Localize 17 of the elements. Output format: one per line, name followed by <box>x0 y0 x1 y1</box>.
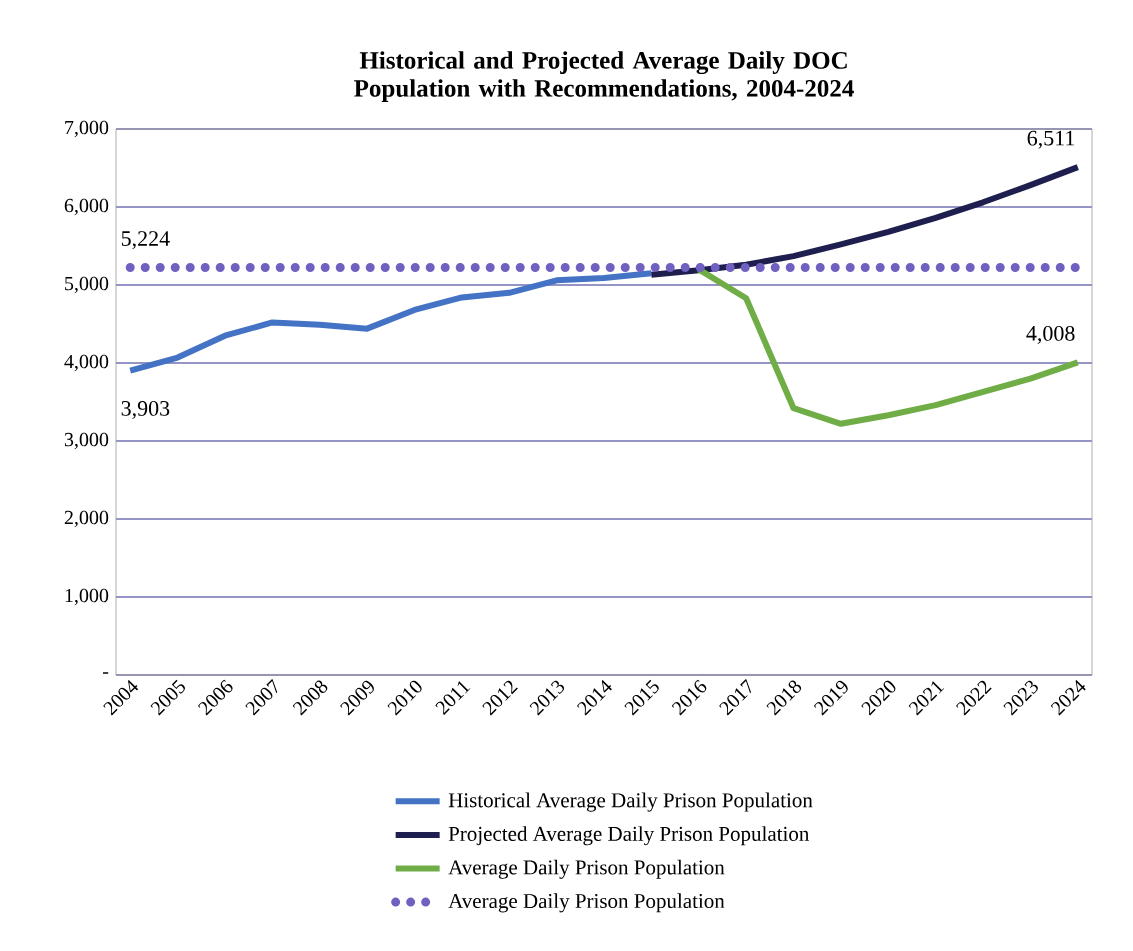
y-tick-label: 1,000 <box>65 588 109 606</box>
y-tick-label: 6,000 <box>64 198 109 216</box>
y-tick-label: 4,000 <box>64 354 109 372</box>
y-tick-label: 7,000 <box>65 120 109 138</box>
legend-label: Average Daily Prison Population <box>448 893 725 913</box>
y-tick-label: 2,000 <box>64 510 109 528</box>
y-tick-label: - <box>103 672 109 674</box>
y-tick-label: 3,000 <box>64 432 109 450</box>
chart-title: Historical and Projected Average Daily DOC Population with Recommendations, 2004-2024 <box>354 51 854 102</box>
data-label: 6,511 <box>1027 130 1075 149</box>
data-label: 4,008 <box>1026 325 1075 344</box>
legend-label: Average Daily Prison Population <box>448 859 725 879</box>
data-label: 5,224 <box>121 231 170 250</box>
legend-label: Historical Average Daily Prison Population <box>448 792 813 812</box>
data-label: 3,903 <box>121 400 170 419</box>
y-tick-label: 5,000 <box>65 276 109 294</box>
legend-label: Projected Average Daily Prison Population <box>448 826 810 846</box>
